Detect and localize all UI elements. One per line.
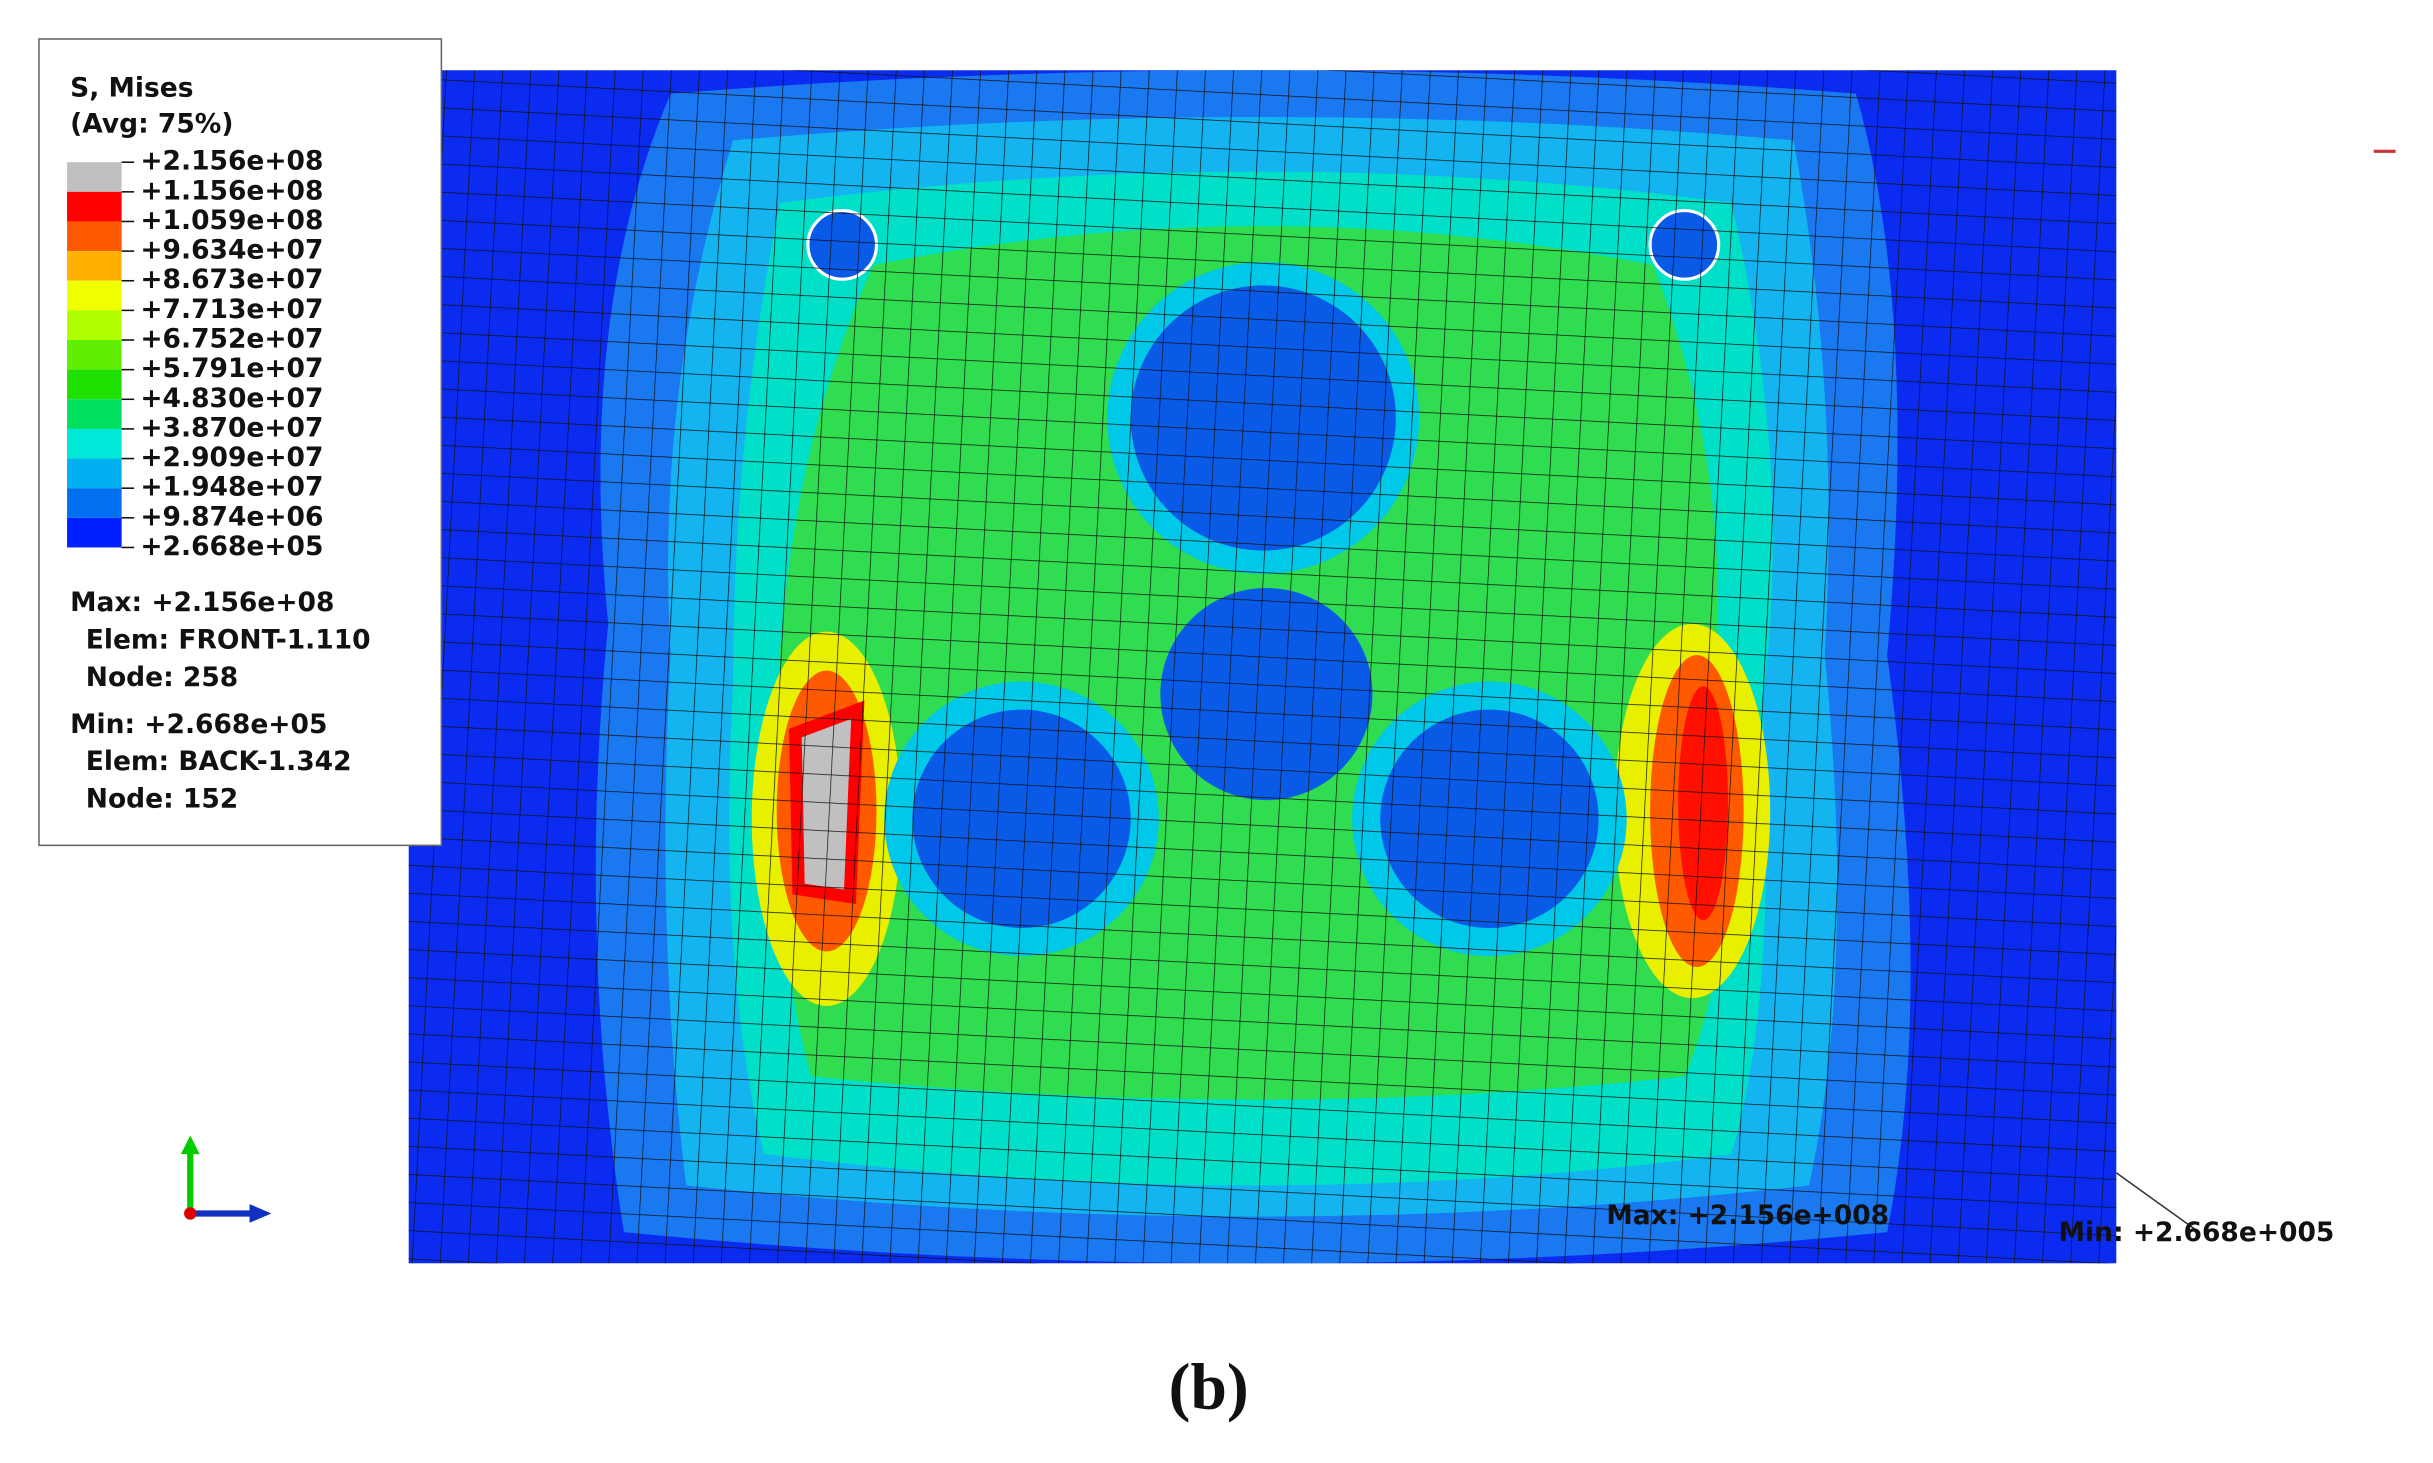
legend-label: +2.156e+08 — [140, 146, 323, 177]
legend-label: +2.909e+07 — [140, 442, 323, 473]
legend-label: +4.830e+07 — [140, 383, 323, 414]
legend-band — [67, 191, 122, 222]
legend-label: +6.752e+07 — [140, 324, 323, 355]
leader-line — [2115, 1172, 2200, 1233]
contour-plot — [408, 70, 2117, 1264]
legend-band — [67, 221, 122, 252]
legend-label: +9.634e+07 — [140, 235, 323, 266]
max-elem: Elem: FRONT-1.110 — [86, 625, 371, 656]
legend-label: +1.948e+07 — [140, 472, 323, 503]
mesh — [408, 70, 2117, 1264]
axis-triad — [180, 1135, 272, 1223]
legend-label: +7.713e+07 — [140, 294, 323, 325]
min-value: Min: +2.668e+05 — [70, 709, 327, 740]
legend-band — [67, 280, 122, 311]
min-annotation: Min: +2.668e+005 — [2059, 1217, 2335, 1248]
min-elem: Elem: BACK-1.342 — [86, 746, 352, 777]
max-node: Node: 258 — [86, 662, 238, 693]
legend-band — [67, 488, 122, 518]
legend-label: +1.059e+08 — [140, 205, 323, 236]
legend-band — [67, 251, 122, 281]
legend-band — [67, 428, 122, 459]
legend-label: +1.156e+08 — [140, 175, 323, 206]
legend: S, Mises (Avg: 75%) Max: +2.156e+08 Elem… — [67, 72, 371, 815]
legend-label: +2.668e+05 — [140, 531, 323, 562]
legend-band — [67, 458, 122, 489]
min-node: Node: 152 — [86, 784, 238, 815]
caption: (b) — [1169, 1351, 1249, 1423]
legend-subtitle: (Avg: 75%) — [70, 108, 233, 139]
legend-label: +9.874e+06 — [140, 501, 323, 532]
legend-band — [67, 399, 122, 429]
legend-band — [67, 517, 122, 548]
legend-band — [67, 310, 122, 341]
legend-band — [67, 340, 122, 370]
legend-label: +8.673e+07 — [140, 264, 323, 295]
legend-label: +3.870e+07 — [140, 412, 323, 443]
legend-band — [67, 369, 122, 400]
max-value: Max: +2.156e+08 — [70, 587, 334, 618]
legend-band — [67, 162, 122, 192]
legend-label: +5.791e+07 — [140, 353, 323, 384]
max-annotation: Max: +2.156e+008 — [1606, 1200, 1889, 1231]
legend-title: S, Mises — [70, 72, 193, 103]
